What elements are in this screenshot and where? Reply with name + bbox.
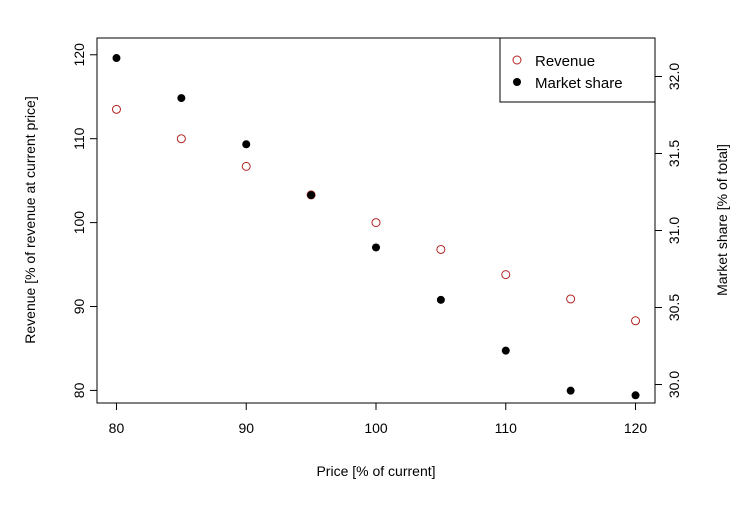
y-tick-label: 80 <box>71 382 87 398</box>
point-market-share <box>307 191 316 200</box>
x-tick-label: 90 <box>238 420 254 436</box>
point-market-share <box>177 94 186 103</box>
y2-tick-label: 32.0 <box>666 63 682 90</box>
point-revenue <box>501 270 511 280</box>
data-points <box>111 54 641 400</box>
point-revenue <box>566 294 576 304</box>
point-revenue <box>241 161 251 171</box>
x-axis: 80 90 100 110 120 <box>109 403 648 436</box>
x-axis-title: Price [% of current] <box>316 463 435 479</box>
y2-tick-label: 30.0 <box>666 371 682 398</box>
x-tick-label: 120 <box>624 420 648 436</box>
point-market-share <box>501 346 510 355</box>
point-market-share <box>631 391 640 400</box>
x-tick-label: 100 <box>364 420 388 436</box>
legend-label-market-share: Market share <box>535 75 623 92</box>
y2-tick-label: 30.5 <box>666 294 682 321</box>
point-revenue <box>176 134 186 144</box>
y-tick-label: 110 <box>71 127 87 150</box>
y2-tick-label: 31.0 <box>666 217 682 244</box>
legend: Revenue Market share <box>499 37 656 103</box>
point-revenue <box>371 218 381 228</box>
point-revenue <box>631 316 641 326</box>
legend-box <box>499 37 656 103</box>
legend-label-revenue: Revenue <box>535 53 595 70</box>
x-tick-label: 80 <box>109 420 125 436</box>
y-axis-title: Revenue [% of revenue at current price] <box>22 96 38 343</box>
point-market-share <box>372 243 380 252</box>
y-tick-label: 100 <box>71 211 87 235</box>
y2-axis-title: Market share [% of total] <box>714 144 730 296</box>
point-market-share <box>112 54 121 63</box>
point-market-share <box>566 386 575 395</box>
y2-tick-label: 31.5 <box>666 140 682 167</box>
legend-marker-revenue <box>512 55 522 65</box>
point-market-share <box>242 140 251 149</box>
y-axis-right: 30.0 30.5 31.0 31.5 32.0 <box>655 63 682 398</box>
point-market-share <box>436 295 445 304</box>
y-tick-label: 120 <box>71 43 87 67</box>
y-axis-left: 80 90 100 110 120 <box>71 43 97 398</box>
x-tick-label: 110 <box>495 420 518 436</box>
y-tick-label: 90 <box>71 299 87 315</box>
point-revenue <box>111 104 121 114</box>
legend-marker-market-share <box>513 78 521 86</box>
point-revenue <box>436 244 446 254</box>
